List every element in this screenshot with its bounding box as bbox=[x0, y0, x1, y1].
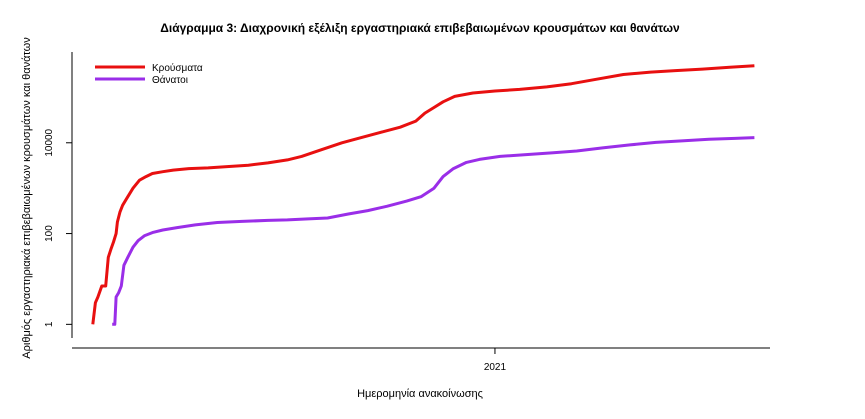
x-axis-label: Ημερομηνία ανακοίνωσης bbox=[357, 388, 483, 400]
deaths-line bbox=[112, 136, 755, 326]
legend-label-deaths: Θάνατοι bbox=[152, 74, 188, 86]
series-lines bbox=[91, 64, 755, 326]
legend: Κρούσματα Θάνατοι bbox=[95, 62, 203, 86]
y-tick-label: 10000 bbox=[44, 128, 55, 156]
x-tick-label: 2021 bbox=[484, 362, 507, 373]
y-axis-label: Αριθμός εργαστηριακά επιβεβαιωμένων κρου… bbox=[21, 37, 33, 359]
legend-label-cases: Κρούσματα bbox=[152, 62, 203, 74]
cases-line bbox=[91, 64, 755, 325]
chart-title: Διάγραμμα 3: Διαχρονική εξέλιξη εργαστηρ… bbox=[160, 21, 680, 35]
y-ticks: 1 100 10000 bbox=[44, 128, 72, 327]
x-ticks: 2021 bbox=[484, 348, 507, 373]
y-tick-label: 100 bbox=[44, 225, 55, 242]
y-tick-label: 1 bbox=[44, 321, 55, 327]
